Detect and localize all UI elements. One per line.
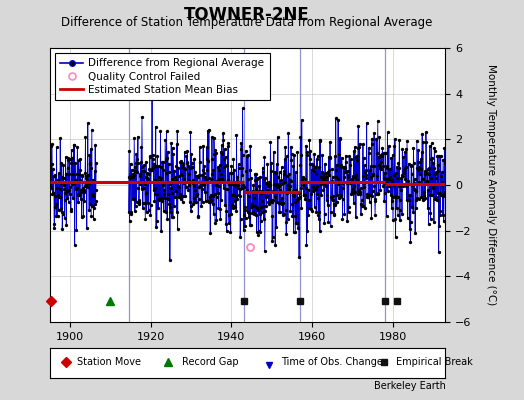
Text: Time of Obs. Change: Time of Obs. Change bbox=[281, 358, 383, 367]
Y-axis label: Monthly Temperature Anomaly Difference (°C): Monthly Temperature Anomaly Difference (… bbox=[486, 64, 496, 306]
Text: Empirical Break: Empirical Break bbox=[396, 358, 473, 367]
Text: TOWNER-2NE: TOWNER-2NE bbox=[183, 6, 309, 24]
Legend: Difference from Regional Average, Quality Control Failed, Estimated Station Mean: Difference from Regional Average, Qualit… bbox=[55, 53, 269, 100]
Text: Station Move: Station Move bbox=[78, 358, 141, 367]
Text: Berkeley Earth: Berkeley Earth bbox=[374, 381, 445, 391]
Text: Difference of Station Temperature Data from Regional Average: Difference of Station Temperature Data f… bbox=[61, 16, 432, 29]
Text: Record Gap: Record Gap bbox=[182, 358, 239, 367]
